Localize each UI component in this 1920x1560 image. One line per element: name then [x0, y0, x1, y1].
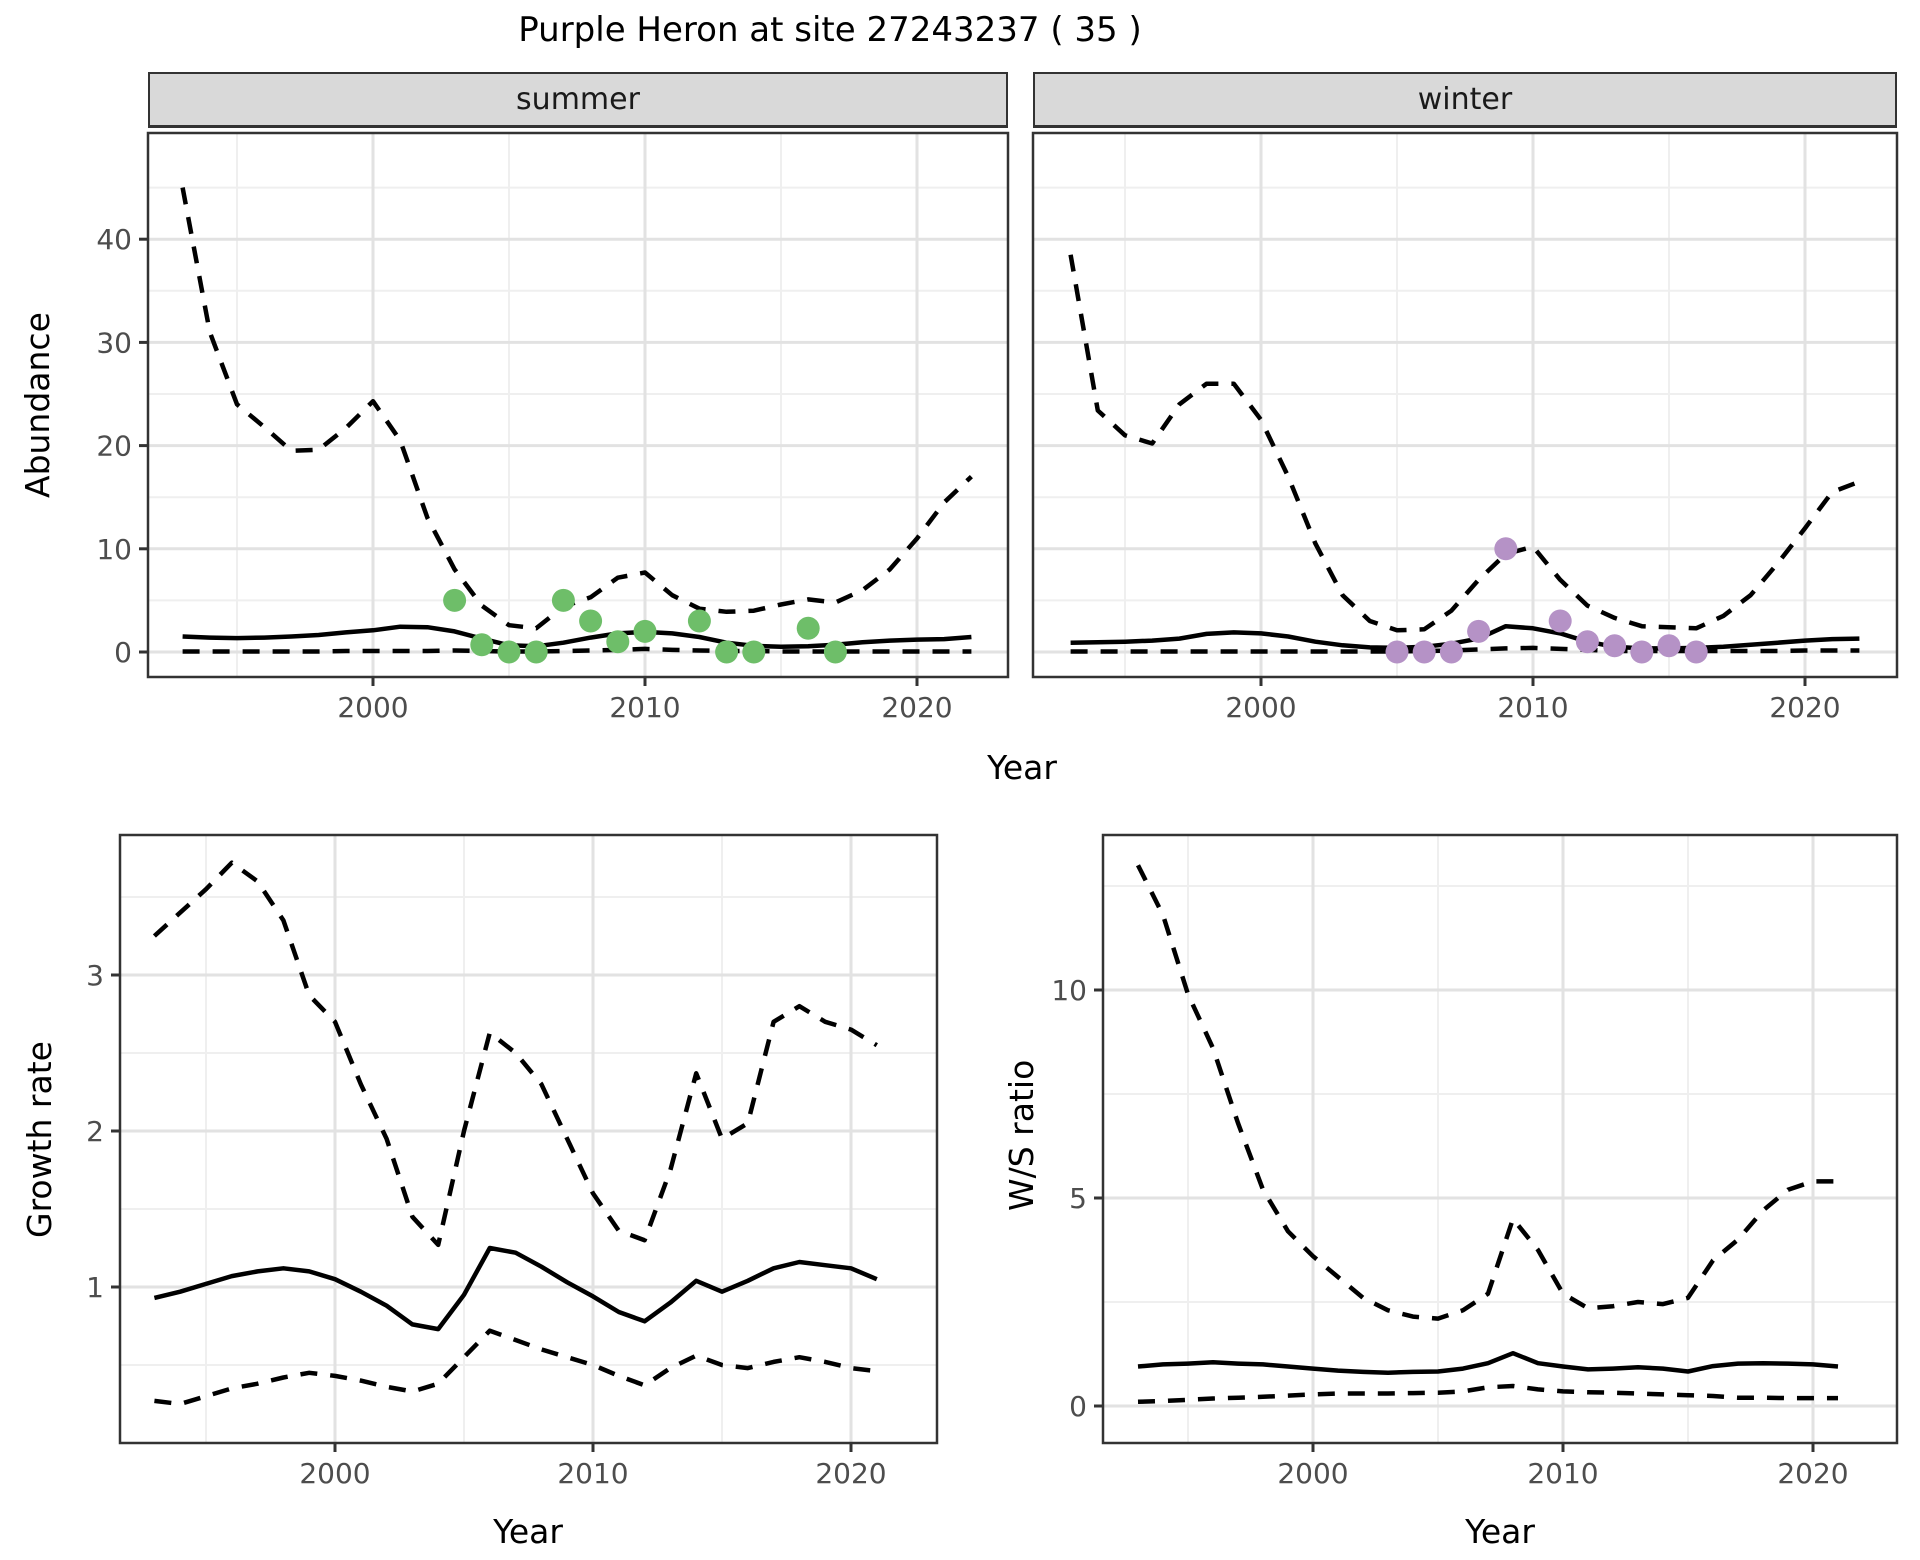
x-tick-label: 2000: [1225, 691, 1296, 724]
data-point: [1439, 640, 1463, 664]
y-tick-label: 1: [86, 1271, 104, 1304]
data-point: [1603, 634, 1627, 658]
data-point: [497, 640, 521, 664]
x-axis-title-year-ws: Year: [1465, 1512, 1535, 1551]
x-axis-title-year-growth: Year: [493, 1512, 563, 1551]
data-point: [470, 633, 494, 657]
x-axis-title-year-top: Year: [987, 748, 1057, 787]
x-tick-label: 2010: [609, 691, 680, 724]
x-tick-label: 2020: [881, 691, 952, 724]
panel-border: [118, 833, 939, 1445]
data-point: [715, 640, 739, 664]
data-point: [579, 609, 603, 633]
y-tick-label: 3: [86, 959, 104, 992]
series-lower-ci: [1137, 1383, 1838, 1405]
data-point: [443, 588, 467, 612]
y-tick-label: 5: [1069, 1182, 1087, 1215]
series-lower-ci: [182, 646, 972, 654]
series-upper-ci: [180, 187, 973, 631]
data-point: [742, 640, 766, 664]
series-mean: [1070, 623, 1860, 651]
series-mean: [1137, 1350, 1839, 1375]
x-tick-label: 2020: [1769, 691, 1840, 724]
data-point: [524, 640, 548, 664]
data-point: [1385, 640, 1409, 664]
series-lower-ci: [154, 1328, 878, 1407]
x-tick-label: 2010: [557, 1457, 628, 1490]
series-mean: [153, 1245, 878, 1332]
data-point: [687, 609, 711, 633]
y-tick-label: 40: [96, 223, 132, 256]
y-tick-label: 10: [1051, 974, 1087, 1007]
y-tick-label: 10: [96, 533, 132, 566]
chart-panel-abundance-winter: 2000 2010 2020: [1031, 131, 1899, 724]
y-tick-label: 30: [96, 326, 132, 359]
data-point: [1575, 630, 1599, 654]
x-tick-label: 2020: [1777, 1457, 1848, 1490]
series-lower-ci: [1070, 645, 1860, 654]
data-point: [1412, 640, 1436, 664]
data-point: [796, 616, 820, 640]
facet-label-winter: winter: [1417, 82, 1513, 117]
panel-border: [146, 131, 1010, 679]
x-tick-label: 2000: [1277, 1457, 1348, 1490]
data-point: [633, 619, 657, 643]
data-point: [1684, 640, 1708, 664]
x-tick-label: 2000: [299, 1457, 370, 1490]
data-point: [1494, 537, 1518, 561]
y-tick-label: 2: [86, 1115, 104, 1148]
x-tick-label: 2020: [815, 1457, 886, 1490]
chart-panel-ws-ratio: 2000 2010 2020 0 5 10: [1051, 833, 1899, 1490]
facet-strip-winter: winter: [1033, 72, 1897, 128]
series-upper-ci: [1135, 864, 1838, 1321]
data-point: [1467, 619, 1491, 643]
panel-border: [1031, 131, 1899, 679]
y-tick-label: 20: [96, 430, 132, 463]
chart-panel-abundance-summer: 2000 2010 2020 0 10 20 30 40: [96, 131, 1010, 724]
data-point: [823, 640, 847, 664]
data-point: [1548, 609, 1572, 633]
series-upper-ci: [1068, 254, 1861, 633]
x-tick-label: 2000: [337, 691, 408, 724]
y-tick-label: 0: [114, 636, 132, 669]
data-point: [551, 588, 575, 612]
data-point: [606, 630, 630, 654]
x-tick-label: 2010: [1497, 691, 1568, 724]
facet-label-summer: summer: [516, 82, 640, 117]
x-tick-label: 2010: [1527, 1457, 1598, 1490]
y-tick-label: 0: [1069, 1390, 1087, 1423]
chart-title: Purple Heron at site 27243237 ( 35 ): [518, 10, 1142, 50]
facet-strip-summer: summer: [148, 72, 1008, 128]
data-point: [1657, 634, 1681, 658]
chart-panel-growth-rate: 2000 2010 2020 1 2 3: [86, 833, 939, 1490]
panel-border: [1101, 833, 1899, 1445]
data-point: [1630, 640, 1654, 664]
